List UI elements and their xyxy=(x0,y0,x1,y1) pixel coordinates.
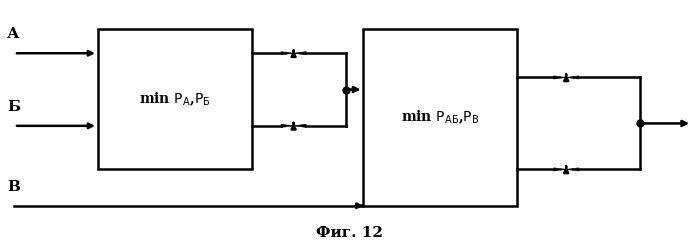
Polygon shape xyxy=(566,76,579,79)
Text: min $\mathrm{P_A}$,$\mathrm{P_Б}$: min $\mathrm{P_A}$,$\mathrm{P_Б}$ xyxy=(139,91,210,108)
Bar xyxy=(98,29,252,169)
Text: В: В xyxy=(7,180,20,194)
Text: Б: Б xyxy=(7,100,20,114)
Polygon shape xyxy=(281,124,294,127)
Polygon shape xyxy=(294,52,306,55)
Bar xyxy=(363,29,517,206)
Polygon shape xyxy=(294,124,306,127)
Text: Фиг. 12: Фиг. 12 xyxy=(316,226,383,240)
Text: min $\mathrm{P_{АБ}}$,$\mathrm{P_В}$: min $\mathrm{P_{АБ}}$,$\mathrm{P_В}$ xyxy=(401,109,480,126)
Polygon shape xyxy=(566,168,579,171)
Polygon shape xyxy=(281,52,294,55)
Polygon shape xyxy=(554,168,566,171)
Polygon shape xyxy=(554,76,566,79)
Text: А: А xyxy=(7,27,20,41)
